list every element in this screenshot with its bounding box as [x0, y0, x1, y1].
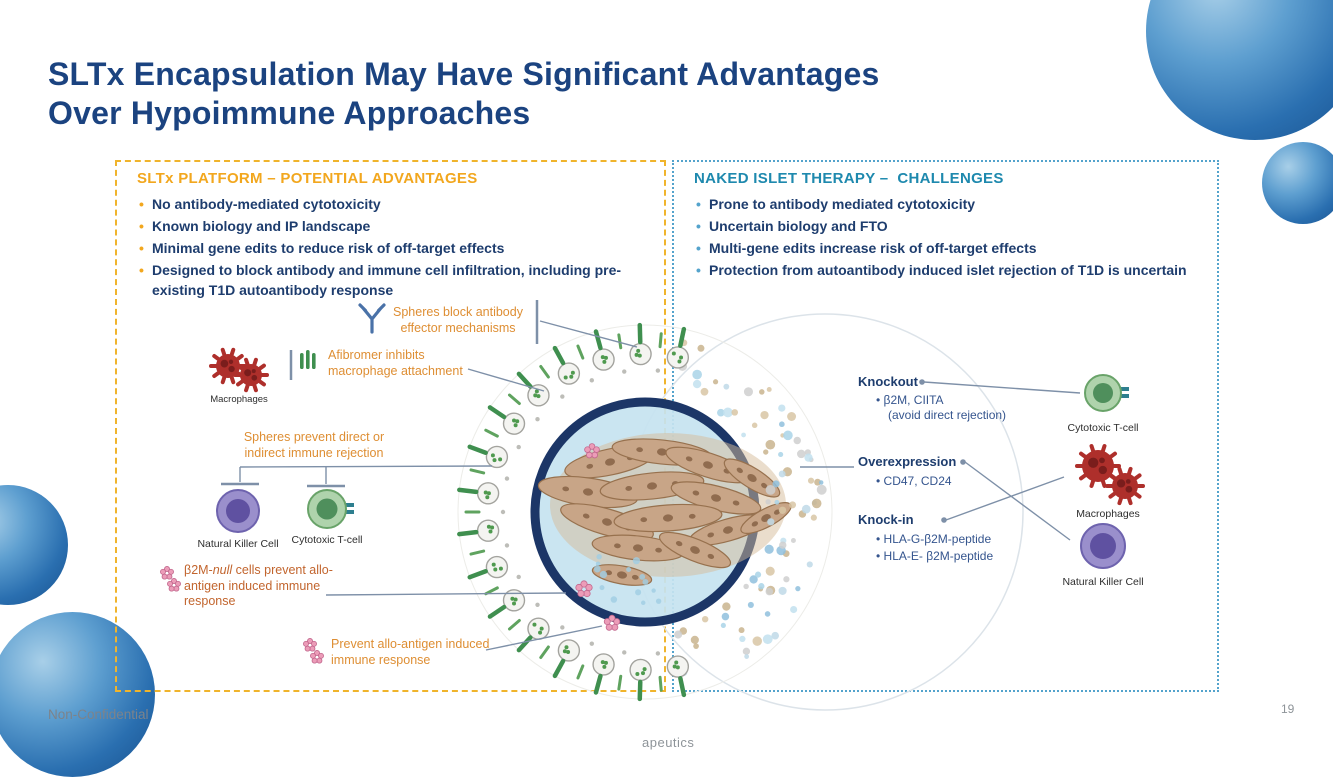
- annotation-b2m-null: β2M-null cells prevent allo-antigen indu…: [184, 563, 336, 610]
- macrophages-label-right: Macrophages: [1048, 508, 1168, 520]
- knockin-item-2: HLA-E- β2M-peptide: [876, 549, 993, 563]
- annotation-immune-rejection: Spheres prevent direct or indirect immun…: [228, 429, 400, 461]
- page-number: 19: [1281, 702, 1294, 716]
- macrophages-icon-left: [211, 350, 267, 390]
- knockout-item-1: β2M, CIITA: [876, 393, 944, 407]
- overexpression-title: Overexpression: [858, 454, 956, 469]
- annotation-antibody-block: Spheres block antibody effector mechanis…: [382, 304, 534, 336]
- company-logo-partial: apeutics: [642, 735, 694, 750]
- overexpression-item-1: CD47, CD24: [876, 474, 952, 488]
- cytotoxic-tcell-icon-right: [1085, 375, 1129, 411]
- knockin-title: Knock-in: [858, 512, 914, 527]
- antibody-icon: [360, 305, 384, 332]
- macrophages-label-left: Macrophages: [189, 394, 289, 405]
- nk-cell-icon-left: [217, 490, 259, 532]
- nk-cell-label-right: Natural Killer Cell: [1043, 576, 1163, 588]
- annotation-allo-antigen: Prevent allo-antigen induced immune resp…: [331, 636, 511, 668]
- tcell-label-left: Cytotoxic T-cell: [267, 534, 387, 546]
- knockout-item-2: (avoid direct rejection): [888, 408, 1006, 422]
- nk-cell-icon-right: [1081, 524, 1125, 568]
- macrophages-icon-right: [1077, 446, 1143, 503]
- slide-root: { "title": { "line1": "SLTx Encapsulatio…: [0, 0, 1333, 749]
- b2m-italic: null: [213, 563, 232, 577]
- annotation-afibromer: Afibromer inhibits macrophage attachment: [328, 347, 493, 379]
- b2m-prefix: β2M-: [184, 563, 213, 577]
- cytotoxic-tcell-icon-left: [308, 490, 354, 528]
- afibromer-icon: [300, 350, 316, 369]
- tcell-label-right: Cytotoxic T-cell: [1043, 422, 1163, 434]
- knockin-item-1: HLA-G-β2M-peptide: [876, 532, 991, 546]
- confidentiality-note: Non-Confidential: [48, 707, 149, 722]
- encapsulation-diagram: [0, 0, 1333, 749]
- knockout-title: Knockout: [858, 374, 918, 389]
